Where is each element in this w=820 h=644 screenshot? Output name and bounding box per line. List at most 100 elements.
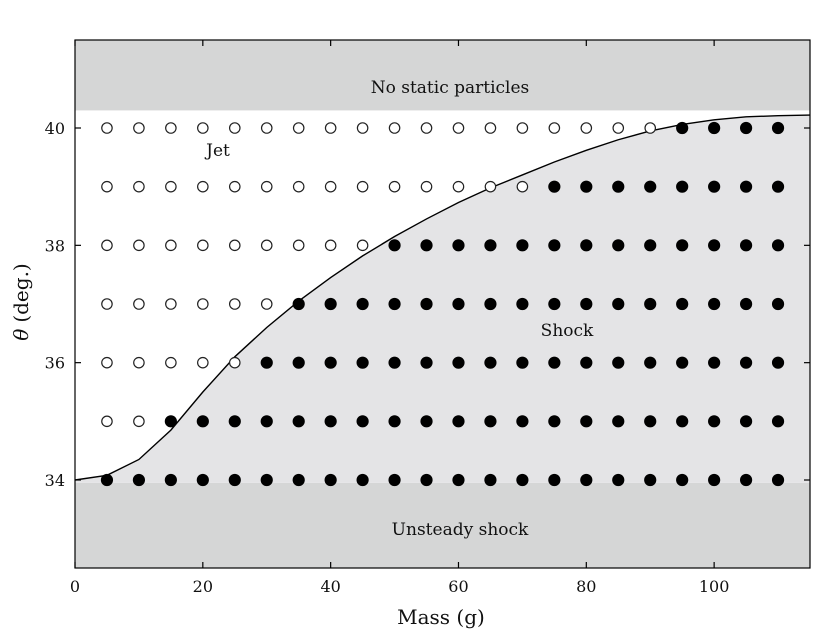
point-filled [388, 473, 401, 487]
plot-frame [74, 39, 811, 569]
point-filled [452, 239, 465, 252]
point-open [260, 239, 273, 252]
point-filled [644, 180, 657, 193]
point-filled [771, 297, 785, 311]
point-filled [580, 356, 593, 369]
unsteady-band [75, 482, 810, 568]
point-filled [324, 356, 337, 369]
point-filled [771, 239, 785, 252]
point-filled [580, 239, 593, 252]
point-open [484, 122, 497, 134]
point-filled [484, 239, 497, 252]
point-filled [484, 356, 497, 369]
point-filled [771, 473, 785, 487]
point-filled [739, 180, 753, 193]
point-open [133, 356, 145, 369]
point-open [420, 180, 433, 193]
point-open [324, 239, 337, 252]
point-filled [324, 297, 337, 311]
point-filled [580, 415, 593, 428]
point-open [356, 122, 369, 134]
point-open [133, 239, 145, 252]
point-filled [516, 239, 529, 252]
point-filled [739, 415, 753, 428]
point-filled [260, 473, 273, 487]
x-axis-title: Mass (g) [397, 605, 485, 629]
no-static-band [75, 40, 810, 111]
point-filled [612, 239, 625, 252]
point-filled [644, 239, 657, 252]
point-filled [708, 121, 721, 135]
point-open [197, 298, 209, 310]
point-filled [516, 297, 529, 311]
point-open [516, 122, 529, 134]
point-filled [260, 356, 273, 369]
point-open [228, 356, 241, 369]
point-filled [548, 297, 561, 311]
point-open [260, 122, 273, 134]
point-open [260, 180, 273, 193]
point-filled [612, 180, 625, 193]
point-open [228, 298, 241, 310]
point-open [548, 122, 561, 134]
point-filled [196, 473, 209, 487]
point-open [260, 298, 273, 310]
point-open [165, 239, 177, 252]
point-filled [356, 297, 369, 311]
x-tick-label: 40 [320, 577, 340, 596]
regions-layer [74, 40, 811, 568]
point-open [133, 122, 145, 134]
point-filled [739, 473, 753, 487]
x-tick-label: 0 [70, 577, 80, 596]
point-open [101, 356, 113, 369]
point-filled [420, 473, 433, 487]
point-open [228, 239, 241, 252]
point-filled [420, 415, 433, 428]
point-open [452, 122, 465, 134]
point-open [101, 122, 113, 134]
region-label-unsteady: Unsteady shock [392, 520, 529, 540]
point-filled [548, 415, 561, 428]
point-open [165, 180, 177, 193]
point-filled [612, 297, 625, 311]
point-filled [356, 473, 369, 487]
point-open [101, 239, 113, 252]
point-filled [548, 180, 561, 193]
point-open [356, 180, 369, 193]
point-open [388, 180, 401, 193]
point-open [292, 122, 305, 134]
point-filled [580, 297, 593, 311]
boundary-curve [74, 114, 811, 481]
point-filled [612, 473, 625, 487]
region-label-no-static: No static particles [371, 78, 530, 98]
point-filled [548, 239, 561, 252]
point-open [484, 180, 497, 193]
point-open [165, 298, 177, 310]
point-filled [548, 356, 561, 369]
point-filled [452, 297, 465, 311]
point-open [133, 180, 145, 193]
point-filled [388, 297, 401, 311]
axes-layer: 0 20 40 60 80 100 34 36 38 40 [45, 39, 811, 596]
point-filled [324, 415, 337, 428]
point-filled [739, 356, 753, 369]
points-layer [100, 121, 785, 487]
point-open [388, 122, 401, 134]
point-filled [452, 415, 465, 428]
point-filled [612, 356, 625, 369]
point-open [324, 180, 337, 193]
point-open [133, 415, 145, 428]
point-filled [420, 239, 433, 252]
point-filled [516, 415, 529, 428]
point-open [197, 180, 209, 193]
point-filled [548, 473, 561, 487]
point-open [133, 298, 145, 310]
point-filled [771, 180, 785, 193]
point-open [452, 180, 465, 193]
point-filled [260, 415, 273, 428]
point-filled [644, 415, 657, 428]
text-layer: No static particles Jet Shock Unsteady s… [9, 78, 594, 629]
y-axis-unit: (deg.) [9, 263, 33, 322]
point-open [644, 122, 657, 134]
point-filled [164, 473, 177, 487]
